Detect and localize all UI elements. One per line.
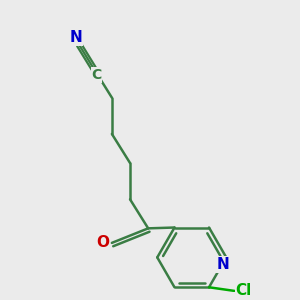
Text: O: O <box>96 236 109 250</box>
Text: N: N <box>216 257 229 272</box>
Text: N: N <box>70 30 83 45</box>
Text: C: C <box>92 68 102 82</box>
Text: Cl: Cl <box>236 284 252 298</box>
